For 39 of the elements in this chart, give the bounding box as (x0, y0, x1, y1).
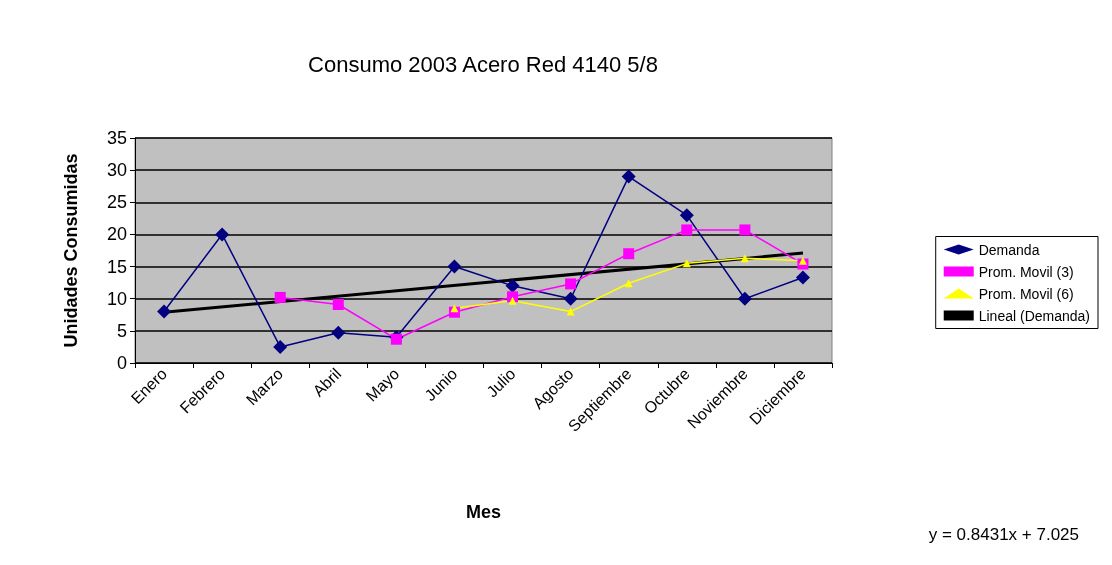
x-axis-title: Mes (465, 502, 502, 522)
point (332, 299, 344, 310)
point (331, 325, 346, 340)
chart-title: Consumo 2003 Acero Red 4140 5/8 (308, 51, 658, 77)
point (623, 248, 635, 260)
point (450, 304, 459, 313)
y-tick-label: 5 (116, 320, 127, 341)
point (215, 227, 230, 242)
point (563, 291, 578, 306)
point (566, 307, 575, 316)
point (157, 304, 172, 319)
point (273, 339, 288, 354)
y-tick-label: 35 (106, 128, 127, 148)
point (740, 254, 749, 263)
y-tick-label: 15 (106, 256, 127, 277)
y-tick-label: 25 (106, 192, 127, 213)
legend-label: Prom. Movil (6) (978, 285, 1074, 302)
y-tick-label: 10 (106, 288, 127, 309)
point (795, 270, 810, 285)
point (798, 256, 807, 265)
point (508, 296, 517, 305)
point (737, 291, 752, 306)
point (274, 291, 286, 303)
point (447, 259, 462, 274)
y-axis-title: Unidades Consumidas (61, 153, 81, 348)
y-tick-label: 0 (116, 353, 127, 373)
y-tick-label: 30 (106, 160, 127, 181)
legend-label: Prom. Movil (3) (978, 263, 1074, 280)
point (679, 208, 694, 223)
point (681, 224, 693, 236)
point (505, 278, 520, 293)
point (565, 278, 577, 290)
point (621, 169, 636, 184)
legend-label: Lineal (Demanda) (978, 307, 1091, 324)
x-tick-label: Julio (483, 364, 519, 401)
point (739, 224, 751, 236)
text: y = 0.8431x + 7.025 (928, 525, 1080, 544)
y-tick-label: 20 (106, 224, 127, 245)
legend-label: Demanda (978, 241, 1040, 258)
